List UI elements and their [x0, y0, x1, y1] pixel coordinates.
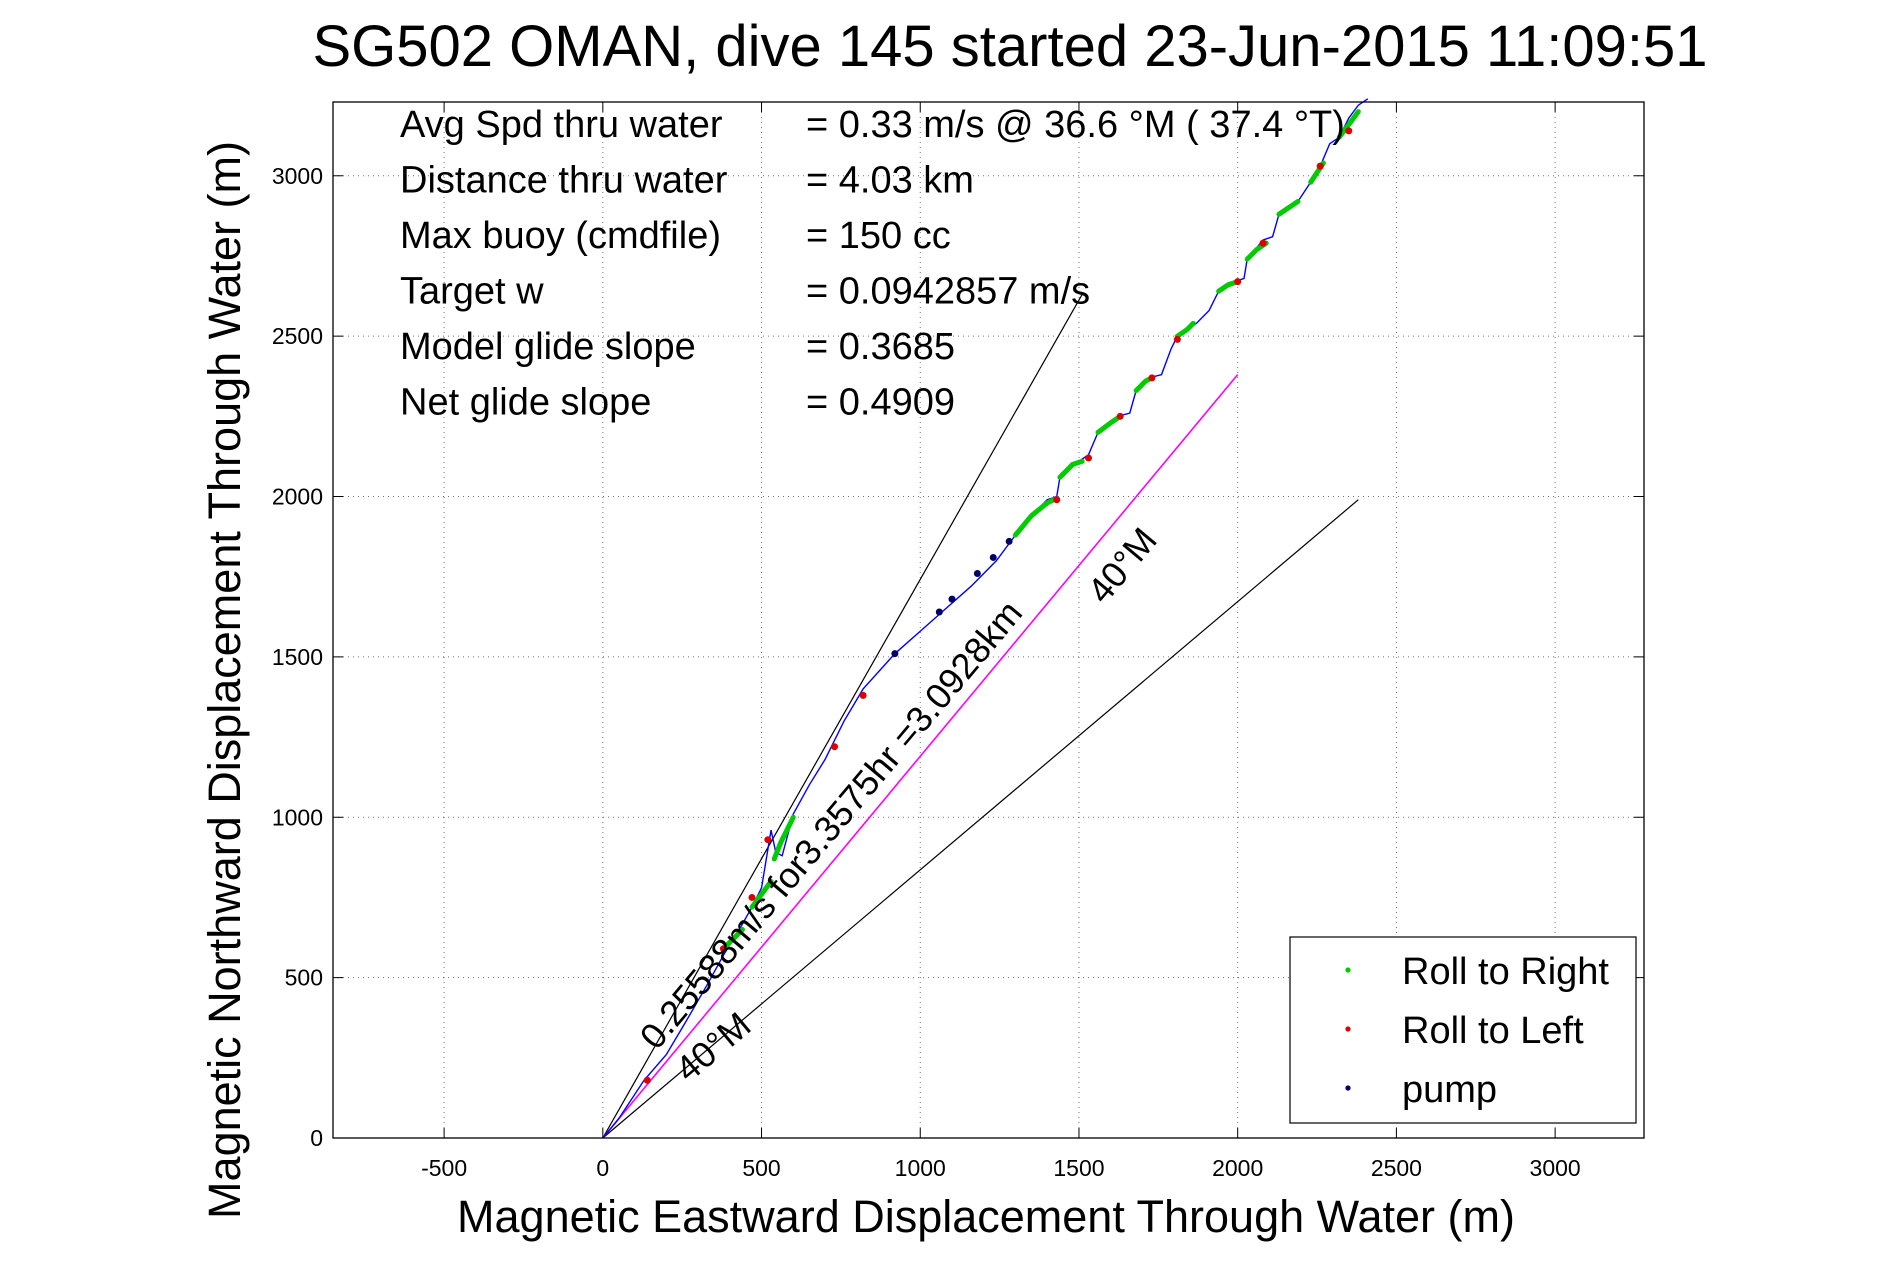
- roll-left-point: [1053, 496, 1061, 504]
- roll-right-segment: [771, 814, 796, 862]
- x-tick-label: 2500: [1371, 1155, 1422, 1181]
- pump-point: [935, 608, 943, 616]
- x-axis-label: Magnetic Eastward Displacement Through W…: [457, 1191, 1515, 1242]
- reference-line: [602, 294, 1083, 1139]
- roll-left-point: [1259, 239, 1267, 247]
- x-tick-label: -500: [421, 1155, 467, 1181]
- roll-right-segment: [724, 927, 745, 949]
- roll-left-point: [1234, 278, 1242, 286]
- reference-line: [602, 374, 1239, 1139]
- info-label: Avg Spd thru water: [400, 104, 723, 146]
- pump-point: [1005, 537, 1013, 545]
- roll-left-point: [1173, 335, 1181, 343]
- info-label: Max buoy (cmdfile): [400, 215, 721, 257]
- y-tick-label: 2500: [272, 323, 323, 349]
- roll-left-point: [1316, 162, 1324, 170]
- y-axis-label: Magnetic Northward Displacement Through …: [199, 141, 250, 1219]
- y-tick-label: 1500: [272, 644, 323, 670]
- info-value: = 150 cc: [806, 215, 951, 257]
- roll-right-segment: [1012, 497, 1057, 538]
- y-tick-label: 1000: [272, 804, 323, 830]
- chart-title: SG502 OMAN, dive 145 started 23-Jun-2015…: [312, 14, 1707, 79]
- roll-right-segment: [1276, 198, 1301, 217]
- roll-left-point: [1116, 412, 1124, 420]
- info-value: = 0.33 m/s @ 36.6 °M ( 37.4 °T): [806, 104, 1345, 146]
- x-tick-label: 2000: [1212, 1155, 1263, 1181]
- x-tick-label: 1000: [895, 1155, 946, 1181]
- roll-left-point: [859, 691, 867, 699]
- y-tick-label: 3000: [272, 163, 323, 189]
- legend-entry: Roll to Right: [1402, 951, 1609, 993]
- info-label: Net glide slope: [400, 382, 651, 424]
- info-label: Model glide slope: [400, 326, 696, 368]
- info-value: = 0.0942857 m/s: [806, 271, 1090, 313]
- roll-right-segment: [1095, 413, 1123, 435]
- roll-left-point: [748, 893, 756, 901]
- reference-line: [602, 499, 1359, 1139]
- info-value: = 4.03 km: [806, 160, 974, 202]
- dive-track: [602, 98, 1369, 1139]
- info-label: Distance thru water: [400, 160, 728, 202]
- roll-left-point: [831, 743, 839, 751]
- x-tick-label: 0: [596, 1155, 609, 1181]
- reference-lines: [602, 294, 1359, 1139]
- y-tick-label: 500: [285, 965, 323, 991]
- info-value: = 0.3685: [806, 326, 955, 368]
- legend-marker: [1345, 1026, 1351, 1032]
- roll-left-point: [1345, 127, 1353, 135]
- pump-point: [948, 595, 956, 603]
- axis-ticks: -500 0 500 1000 1500 2000 2500 3000 0 500 1000 1500…: [272, 102, 1644, 1181]
- pump-point: [973, 569, 981, 577]
- track-line: [602, 98, 1369, 1139]
- legend-entry: pump: [1402, 1069, 1497, 1111]
- roll-right-segment: [1174, 320, 1196, 339]
- roll-left-point: [1148, 374, 1156, 382]
- legend-entry: Roll to Left: [1402, 1010, 1584, 1052]
- x-tick-label: 500: [742, 1155, 780, 1181]
- pump-point: [891, 650, 899, 658]
- info-label: Target w: [400, 271, 544, 313]
- y-tick-label: 2000: [272, 484, 323, 510]
- pump-point: [989, 553, 997, 561]
- plot-frame: [332, 101, 1645, 1139]
- roll-left-point: [1084, 454, 1092, 462]
- roll-left-point: [719, 945, 727, 953]
- roll-left-point: [643, 1076, 651, 1084]
- legend-marker: [1345, 967, 1351, 973]
- series-markers: [643, 109, 1361, 1084]
- legend: Roll to Right Roll to Left pump: [1289, 936, 1637, 1124]
- roll-right-segment: [1057, 458, 1085, 480]
- roll-left-point: [764, 836, 772, 844]
- legend-marker: [1345, 1085, 1351, 1091]
- info-block: Avg Spd thru water = 0.33 m/s @ 36.6 °M (…: [400, 104, 1345, 424]
- roll-right-segment: [749, 878, 774, 910]
- roll-right-segment: [1336, 109, 1361, 140]
- y-tick-label: 0: [310, 1125, 323, 1151]
- x-tick-label: 3000: [1530, 1155, 1581, 1181]
- x-tick-label: 1500: [1053, 1155, 1104, 1181]
- info-value: = 0.4909: [806, 382, 955, 424]
